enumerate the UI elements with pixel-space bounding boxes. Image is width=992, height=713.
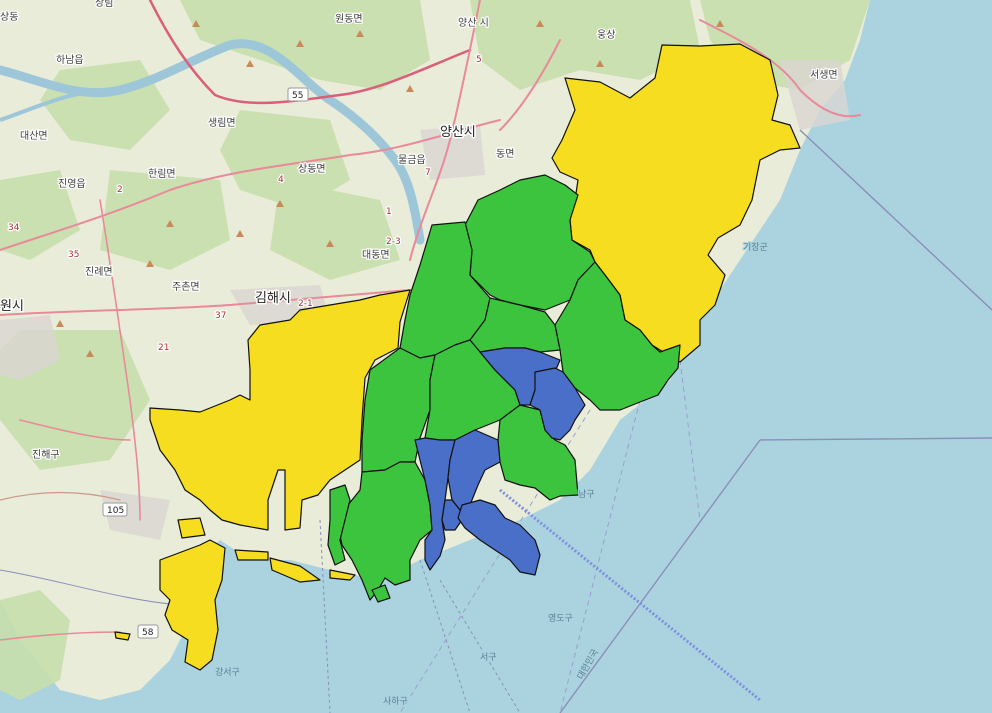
road-num-2-3: 2-3: [386, 237, 401, 247]
label-ungsang: 웅상: [597, 29, 615, 41]
road-num-4: 4: [278, 175, 284, 185]
districts-green: [327, 174, 681, 603]
label-jinrye: 진례면: [85, 266, 113, 278]
road-num-2-1: 2-1: [298, 299, 313, 309]
district-gadeok[interactable]: [159, 539, 226, 671]
label-hanam: 하남읍: [56, 53, 84, 66]
road-num-37: 37: [215, 311, 226, 321]
road-network: [0, 0, 861, 641]
road-num-7: 7: [425, 168, 431, 178]
road-num-2: 2: [117, 185, 123, 195]
river-branch: [0, 88, 101, 122]
route-shield-105: 105: [102, 502, 128, 517]
island-2[interactable]: [269, 557, 321, 583]
road-number-labels: 35 37 34 2 4 5 1 2-3 2-1 21 7: [7, 54, 483, 355]
svg-text:105: 105: [107, 506, 124, 516]
island-3[interactable]: [329, 569, 356, 581]
districts-yellow: [114, 43, 801, 671]
label-daesan: 대산면: [20, 130, 48, 142]
label-saengrim: 생림면: [208, 117, 236, 129]
district-jung[interactable]: [441, 499, 463, 531]
district-gangseo-island[interactable]: [177, 517, 206, 539]
district-saha-west[interactable]: [327, 484, 351, 566]
island-1[interactable]: [234, 549, 269, 561]
label-saha-gu: 사하구: [383, 696, 408, 707]
route-shield-55: 55: [287, 87, 309, 102]
district-seo[interactable]: [414, 437, 456, 571]
label-jinyeong: 진영읍: [58, 178, 86, 190]
label-seo-gu: 서구: [480, 652, 497, 663]
label-dongmyeon: 동면: [496, 148, 514, 160]
label-sangdong: 상동면: [298, 163, 326, 175]
road-num-35: 35: [68, 250, 79, 260]
road-num-34: 34: [8, 223, 20, 233]
mountain-markers: [56, 20, 724, 357]
route-shield-58: 58: [137, 624, 159, 639]
district-dong[interactable]: [447, 429, 501, 511]
label-changwon: 원시: [0, 299, 24, 314]
label-mulgeum: 물금읍: [398, 154, 426, 166]
label-sangrim: 상림: [95, 0, 113, 9]
label-gangseo-gu: 강서구: [215, 667, 240, 678]
label-gijang-gun: 기장군: [743, 242, 768, 253]
label-daedong: 대동면: [362, 249, 390, 261]
label-sangdong-2: 상동: [0, 11, 18, 23]
label-korea: 대한민국: [575, 647, 601, 681]
svg-text:55: 55: [292, 91, 303, 101]
island-saha[interactable]: [371, 584, 391, 603]
label-juchon: 주촌면: [172, 281, 200, 293]
district-gangseo[interactable]: [149, 289, 411, 531]
maritime-boundaries: [0, 129, 992, 713]
forest-patches: [0, 0, 870, 700]
road-num-21: 21: [158, 343, 169, 353]
label-jinhae: 진해구: [32, 448, 60, 461]
district-suyeong[interactable]: [529, 367, 586, 441]
label-gimhae: 김해시: [255, 291, 291, 306]
label-seosaeng: 서생면: [810, 69, 838, 81]
districts-blue: [414, 347, 586, 576]
label-yangsan-top: 양산 시: [458, 17, 489, 29]
svg-text:58: 58: [142, 628, 154, 638]
road-num-5: 5: [476, 55, 482, 65]
road-num-1: 1: [386, 207, 392, 217]
label-hallim: 한림면: [148, 168, 176, 180]
label-yeongdo-gu: 영도구: [548, 613, 573, 624]
label-yangsan: 양산시: [440, 125, 476, 140]
district-yeongdo[interactable]: [457, 499, 541, 576]
nakdong-river: [0, 39, 425, 245]
place-labels: 양산시 김해시 물금읍 동면 생림면 상동면 한림면 진영읍 대산면 하남읍 진…: [0, 0, 839, 462]
island-4[interactable]: [114, 631, 131, 641]
label-wondong: 원동면: [335, 13, 363, 25]
label-nam-gu: 남구: [578, 489, 595, 500]
